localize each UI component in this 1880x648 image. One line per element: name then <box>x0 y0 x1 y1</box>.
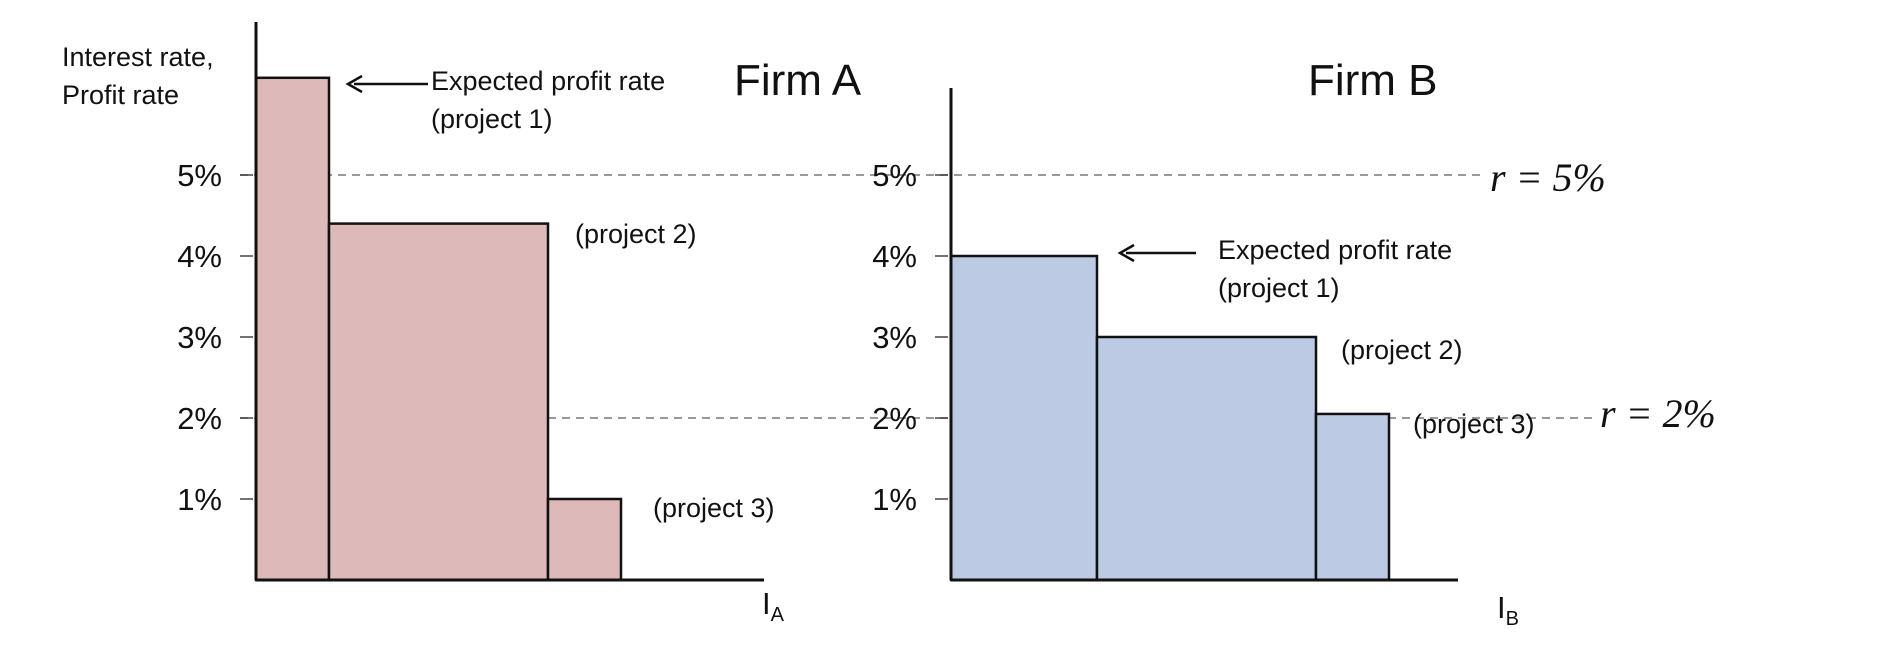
firm-a-x-label: IA <box>762 586 785 626</box>
firm-a-title: Firm A <box>734 56 862 105</box>
firm-b-bar-label-3: (project 3) <box>1413 409 1535 439</box>
y-tick-label: 1% <box>177 482 222 517</box>
firm-b-bar-project-2 <box>1095 335 1318 582</box>
y-tick-label: 5% <box>177 158 222 193</box>
firm-b-title: Firm B <box>1308 56 1438 105</box>
firm-b-panel: 1% 2% 3% 4% 5% Firm B IB Expected profit rat… <box>872 56 1534 630</box>
firm-b-x-label: IB <box>1497 590 1519 630</box>
y-tick-label: 2% <box>177 401 222 436</box>
y-tick-label: 4% <box>872 239 917 274</box>
firm-b-x-label-main: I <box>1497 590 1506 625</box>
firm-a-bar-project-2 <box>327 222 550 582</box>
y-tick-label: 1% <box>872 482 917 517</box>
firm-a-x-label-sub: A <box>771 604 785 626</box>
arrow-head-icon <box>345 74 363 94</box>
firm-a-annotation-line1: Expected profit rate <box>431 66 665 96</box>
firm-b-bar-label-2: (project 2) <box>1341 335 1463 365</box>
firm-b-bar-label-1: (project 1) <box>1218 273 1340 303</box>
y-tick-label: 4% <box>177 239 222 274</box>
firm-b-x-label-sub: B <box>1506 608 1519 630</box>
firm-a-bar-label-3: (project 3) <box>653 493 775 523</box>
firm-b-ticks: 1% 2% 3% 4% 5% <box>872 158 948 517</box>
y-tick-label: 2% <box>872 401 917 436</box>
firm-a-panel: 1% 2% 3% 4% 5% Firm A Interest rate, Profit … <box>62 22 862 626</box>
firm-a-bar-label-1: (project 1) <box>431 104 553 134</box>
firm-a-x-label-main: I <box>762 586 771 621</box>
rate-label-high: r = 5% <box>1490 155 1606 200</box>
firm-b-annotation-line1: Expected profit rate <box>1218 235 1452 265</box>
firm-a-arrow-annotation <box>345 74 428 94</box>
firm-a-bar-project-3 <box>546 497 623 582</box>
y-axis-label-line1: Interest rate, <box>62 42 214 72</box>
arrow-head-icon <box>1117 243 1135 263</box>
firm-b-bar-project-3 <box>1314 412 1391 582</box>
y-tick-label: 3% <box>872 320 917 355</box>
firm-b-bars <box>949 254 1391 582</box>
svg-text:IB: IB <box>1497 590 1519 630</box>
firm-b-bar-project-1 <box>949 254 1099 582</box>
y-tick-label: 3% <box>177 320 222 355</box>
firm-b-arrow-annotation <box>1117 243 1196 263</box>
firm-a-bar-label-2: (project 2) <box>575 219 697 249</box>
firm-a-bar-project-1 <box>254 76 331 582</box>
rate-label-low: r = 2% <box>1600 391 1716 436</box>
firm-a-bars <box>254 76 623 582</box>
y-tick-label: 5% <box>872 158 917 193</box>
y-axis-label-line2: Profit rate <box>62 80 179 110</box>
firm-a-ticks: 1% 2% 3% 4% 5% <box>177 158 253 517</box>
svg-text:IA: IA <box>762 586 785 626</box>
